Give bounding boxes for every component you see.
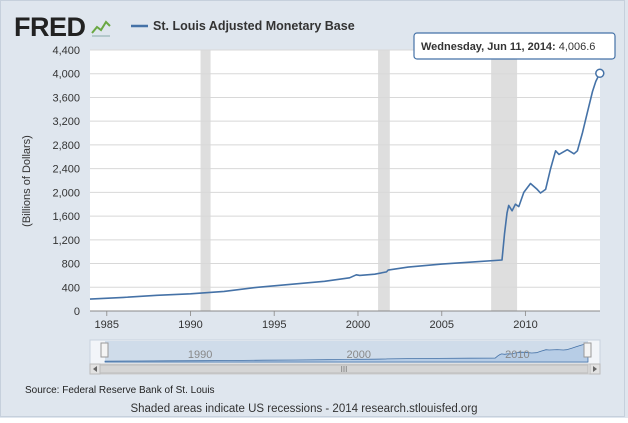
recession-note: Shaded areas indicate US recessions - 20…	[130, 403, 477, 415]
y-tick-label: 400	[62, 282, 80, 294]
recession-band-2	[378, 50, 390, 311]
y-tick-label: 3,200	[52, 116, 80, 128]
recession-bands	[200, 50, 518, 311]
navigator-selected-range[interactable]	[105, 341, 588, 363]
arrow-left-icon	[93, 366, 97, 372]
y-tick-label: 3,600	[52, 92, 80, 104]
scrollbar-grip: III	[341, 365, 348, 374]
tooltip-box	[413, 32, 616, 60]
navigator[interactable]: 1990 2000 2010	[89, 339, 601, 365]
tooltip-text: Wednesday, Jun 11, 2014: 4,006.6	[421, 41, 595, 53]
y-tick-label: 4,400	[52, 45, 80, 57]
y-axis: 0 400 800 1,200 1,600 2,000 2,400 2,800 3,200 3,6…	[52, 45, 80, 318]
recession-band-1	[200, 50, 211, 311]
navigator-year-label: 2010	[505, 349, 529, 361]
x-tick-label: 2010	[513, 319, 537, 331]
navigator-labels: 1990 2000 2010	[188, 349, 530, 361]
navigator-right-handle[interactable]	[583, 342, 592, 358]
y-tick-label: 2,400	[52, 164, 80, 176]
tooltip-value: 4,006.6	[559, 41, 596, 53]
y-tick-label: 1,200	[52, 235, 80, 247]
recession-band-3	[491, 50, 518, 311]
navigator-year-label: 1990	[188, 349, 212, 361]
tooltip-date: Wednesday, Jun 11, 2014:	[421, 41, 556, 53]
tooltip: Wednesday, Jun 11, 2014: 4,006.6	[413, 32, 616, 60]
small-line-chart-icon	[91, 20, 111, 37]
x-tick-label: 2005	[429, 319, 453, 331]
series-line-monetary-base[interactable]	[89, 72, 601, 300]
source-text: Source: Federal Reserve Bank of St. Loui…	[25, 385, 215, 396]
x-tick-label: 1990	[178, 319, 202, 331]
y-tick-label: 800	[62, 259, 80, 271]
hover-point-marker[interactable]	[595, 68, 605, 79]
x-tick-label: 1995	[262, 319, 286, 331]
scrollbar-thumb[interactable]	[99, 364, 589, 374]
arrow-right-icon	[593, 366, 597, 372]
fred-logo-text: FRED	[14, 12, 86, 42]
x-axis: 1985 1990 1995 2000 2005 2010	[95, 311, 538, 331]
gridlines	[90, 49, 600, 312]
fred-logo[interactable]: FRED	[14, 12, 111, 42]
navigator-year-label: 2000	[347, 349, 371, 361]
y-tick-label: 1,600	[52, 211, 80, 223]
navigator-series-area	[104, 343, 589, 363]
scrollbar[interactable]: III	[89, 363, 601, 375]
legend-series-label: St. Louis Adjusted Monetary Base	[153, 19, 355, 33]
y-tick-label: 4,000	[52, 69, 80, 81]
y-tick-label: 2,000	[52, 187, 80, 199]
y-tick-label: 2,800	[52, 140, 80, 152]
legend[interactable]: St. Louis Adjusted Monetary Base	[131, 19, 355, 33]
x-tick-label: 1985	[95, 319, 119, 331]
y-axis-label: (Billions of Dollars)	[21, 135, 33, 227]
plot-area	[90, 50, 600, 311]
x-tick-label: 2000	[346, 319, 370, 331]
navigator-left-handle[interactable]	[100, 342, 109, 358]
y-tick-label: 0	[74, 306, 80, 318]
